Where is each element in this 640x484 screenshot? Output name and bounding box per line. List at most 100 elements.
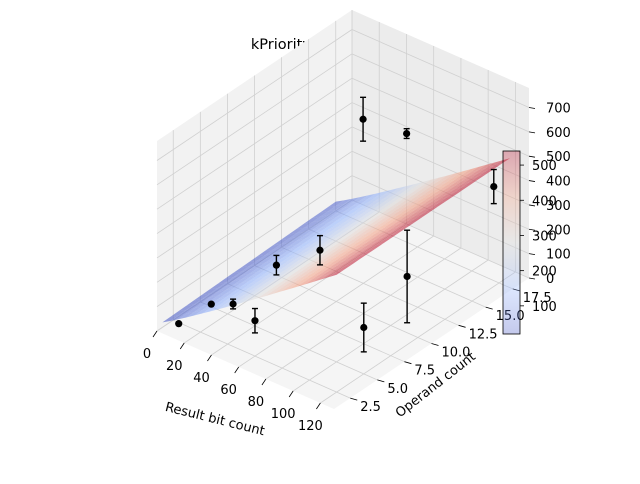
surface-patch [233,277,250,285]
surface-patch [352,253,369,262]
z-tick [528,228,536,231]
surface-patch [446,171,463,179]
surface-patch [359,214,376,222]
surface-patch [415,211,432,219]
surface-patch [367,218,384,227]
surface-patch [352,244,369,253]
data-point [316,246,324,254]
surface-patch [162,315,179,323]
surface-patch [391,189,408,197]
surface-patch [194,297,210,305]
surface-patch [280,255,297,263]
surface-patch [360,227,376,235]
surface-patch [305,276,321,285]
surface-patch [178,304,194,312]
surface-patch [320,224,336,232]
surface-patch [360,245,376,253]
grid-line [173,319,351,399]
surface-patch [170,313,187,321]
surface-patch [431,194,447,203]
surface-patch [454,178,471,187]
surface-patch [217,284,234,292]
surface-patch [446,183,463,192]
surface-patch [280,244,297,252]
surface-patch [359,217,376,226]
surface-patch [217,288,234,296]
surface-patch [407,195,424,203]
surface-patch [312,219,328,227]
surface-patch [367,195,384,203]
surface-patch [241,260,257,268]
surface-patch [296,233,313,241]
grid-line [351,29,530,108]
surface-patch [336,240,353,248]
surface-patch [328,208,344,216]
surface-patch [289,278,305,287]
surface-patch [407,191,423,200]
surface-patch [478,168,495,177]
surface-patch [383,187,400,196]
surface-patch [367,202,384,210]
surface-patch [186,299,202,306]
surface-patch [225,289,242,298]
surface-patch [423,205,440,214]
surface-patch [273,279,289,288]
grid-line [351,126,530,206]
surface-patch [297,279,313,287]
surface-patch [399,184,415,192]
surface-patch [241,278,258,287]
surface-patch [327,204,344,212]
surface-patch [446,180,463,189]
surface-patch [304,235,321,243]
surface-patch [352,235,368,244]
surface-patch [265,279,282,287]
surface-patch [288,231,305,239]
y-tick [458,324,466,328]
grid-line [156,77,353,210]
surface-patch [375,203,392,211]
grid-line [351,53,530,133]
surface-patch [288,246,305,254]
data-point [175,320,183,328]
surface-patch [359,200,376,209]
surface-patch [296,257,313,265]
surface-patch [273,276,289,285]
surface-patch [312,274,329,282]
z-tick-label: 0 [546,272,554,287]
surface-patch [423,199,439,208]
surface-patch [320,263,337,271]
surface-patch [241,268,258,276]
z-tick [528,180,536,182]
x-tick-label: 120 [298,419,323,434]
surface-patch [288,227,305,235]
surface-patch [304,231,321,240]
surface-patch [383,223,400,231]
y-tick-label: 7.5 [414,364,435,379]
x-tick [179,342,185,350]
surface-patch [249,262,265,270]
surface-patch [407,198,424,206]
surface-patch [233,266,250,273]
surface-patch [462,167,479,175]
surface-patch [399,203,416,211]
surface-patch [391,218,408,226]
grid-line [156,29,353,161]
surface-patch [422,177,439,186]
x-tick [152,330,158,338]
y-tick-label: 2.5 [360,400,381,415]
surface-patch [352,229,368,237]
surface-patch [241,295,258,303]
y-tick-label: 17.5 [523,291,552,306]
surface-patch [359,197,376,205]
data-point [207,300,215,308]
surface-patch [352,222,368,231]
grid-line [351,102,530,181]
surface-patch [328,222,344,230]
surface-patch [367,198,384,207]
z-tick [528,277,536,280]
surface-patch [336,264,353,272]
surface-patch [438,173,455,181]
surface-patch [225,293,242,301]
surface-patch [359,220,376,229]
